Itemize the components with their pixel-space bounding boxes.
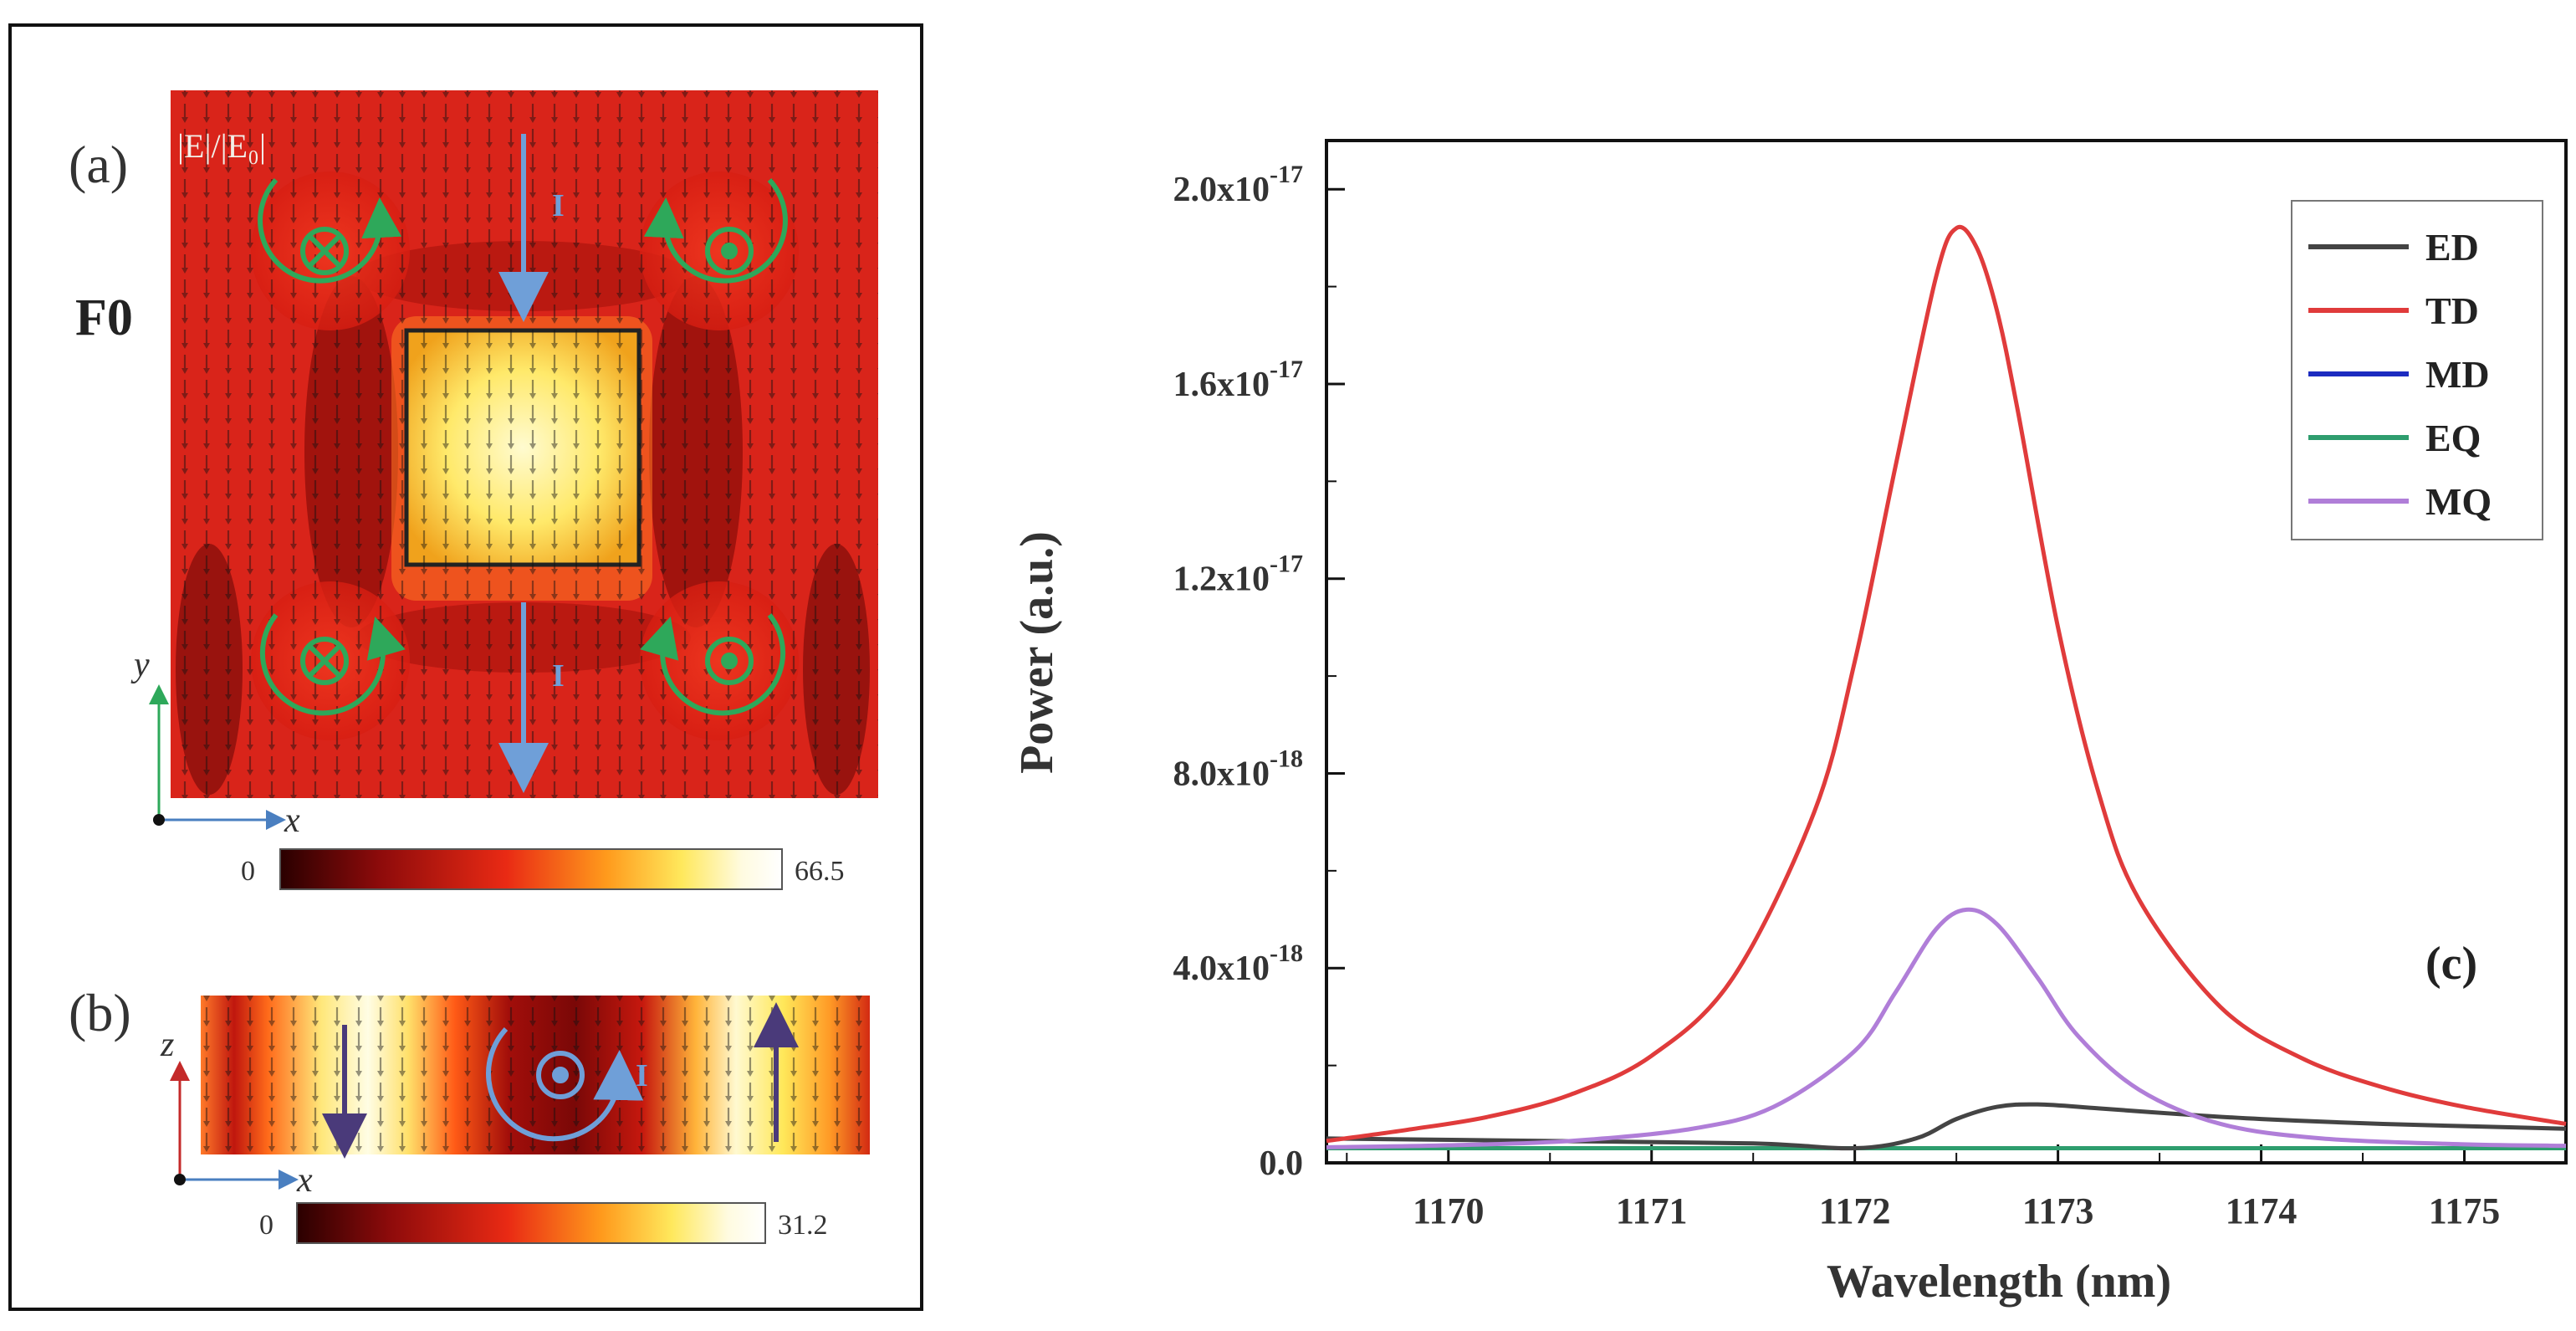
series-line-td <box>1326 224 2567 1144</box>
chart-c: 1170 1171 1172 1173 1174 1175 0.0 4.0x10-18 8.0… <box>1011 139 2568 1308</box>
panel-b: (b) I z x 0 31.2 <box>69 983 870 1244</box>
colorbar-a-min: 0 <box>241 856 255 887</box>
legend: ED TD MD EQ MQ <box>2291 200 2543 540</box>
current-label-b: I <box>636 1058 648 1093</box>
panel-b-label: (b) <box>69 983 131 1042</box>
y-tick-label: 0.0 <box>1260 1144 1304 1183</box>
field-arrows-b <box>201 996 870 1154</box>
y-tick-label: 4.0x10-18 <box>1173 939 1304 988</box>
colorbar-a-max: 66.5 <box>795 856 845 887</box>
colorbar-b-min: 0 <box>259 1210 273 1241</box>
current-label-top: I <box>552 188 565 223</box>
panel-c-label: (c) <box>2425 938 2477 990</box>
vortex-top-left <box>258 177 402 284</box>
y-tick-label: 8.0x10-18 <box>1173 745 1304 793</box>
axes-xy: y x <box>130 646 300 840</box>
panel-a: (a) F0 |E|/|E₀| I I <box>69 90 878 890</box>
y-tick-label: 2.0x10-17 <box>1173 161 1304 209</box>
axis-x-label-b: x <box>296 1161 313 1200</box>
mode-label: F0 <box>75 289 133 346</box>
y-tick-label: 1.6x10-17 <box>1173 356 1304 404</box>
y-axis-title: Power (a.u.) <box>1011 531 1063 774</box>
series-lines <box>1326 224 2567 1151</box>
x-tick-label: 1175 <box>2429 1190 2501 1231</box>
vortex-bottom-left <box>259 613 406 716</box>
legend-label-ed: ED <box>2425 226 2479 269</box>
legend-label-md: MD <box>2425 353 2490 396</box>
current-label-bottom: I <box>552 658 565 694</box>
vortex-bottom-right <box>640 613 786 716</box>
vortex-top-right <box>643 177 788 284</box>
axis-x-label-a: x <box>284 801 300 840</box>
legend-label-mq: MQ <box>2425 480 2492 523</box>
x-tick-label: 1173 <box>2022 1190 2094 1231</box>
field-label: |E|/|E₀| <box>177 127 266 165</box>
x-axis: 1170 1171 1172 1173 1174 1175 <box>1346 1144 2501 1231</box>
y-axis: 0.0 4.0x10-18 8.0x10-18 1.2x10-17 1.6x10-17 2… <box>1173 161 1345 1183</box>
left-panel-frame <box>8 23 923 1311</box>
axis-z-label: z <box>160 1026 174 1064</box>
axes-xz: z x <box>160 1026 313 1200</box>
x-tick-label: 1174 <box>2226 1190 2297 1231</box>
legend-label-td: TD <box>2425 289 2479 332</box>
y-tick-label: 1.2x10-17 <box>1173 550 1304 599</box>
series-line-mq <box>1326 907 2567 1149</box>
vortex-b <box>486 1026 644 1142</box>
x-axis-title: Wavelength (nm) <box>1827 1256 2171 1308</box>
panel-a-label: (a) <box>69 135 128 194</box>
series-line-ed <box>1326 1102 2567 1151</box>
colorbar-b-max: 31.2 <box>778 1210 828 1241</box>
x-tick-label: 1172 <box>1819 1190 1891 1231</box>
legend-box <box>2291 200 2543 540</box>
colorbar-a: 0 66.5 <box>241 848 845 890</box>
legend-label-eq: EQ <box>2425 417 2481 459</box>
x-tick-label: 1170 <box>1413 1190 1485 1231</box>
axis-y-label: y <box>130 646 150 684</box>
x-tick-label: 1171 <box>1616 1190 1688 1231</box>
colorbar-b: 0 31.2 <box>259 1202 828 1244</box>
